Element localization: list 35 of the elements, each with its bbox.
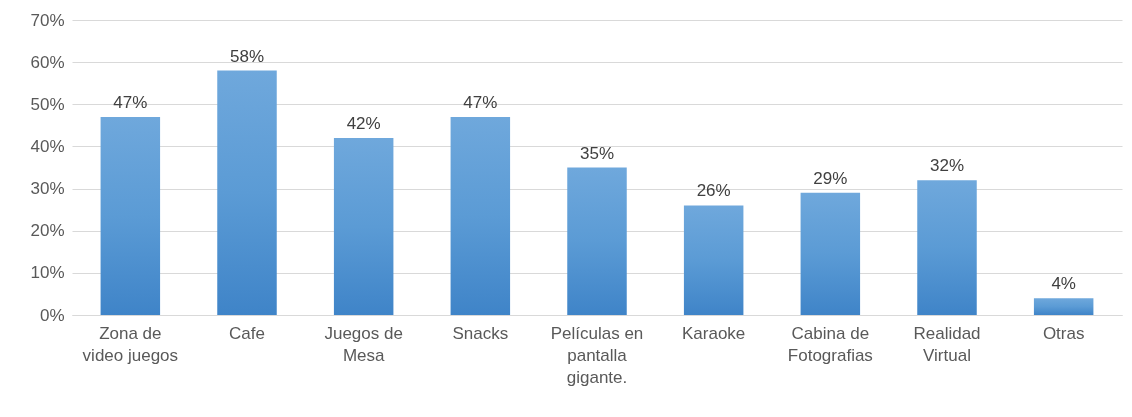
data-label: 29%	[813, 168, 848, 188]
bar	[217, 70, 277, 315]
data-label: 47%	[463, 92, 498, 112]
x-tick-label: Zona de video juegos	[82, 323, 179, 365]
x-tick-label: Otras	[1042, 323, 1085, 343]
x-tick-label: Karaoke	[682, 323, 746, 343]
y-tick-label: 10%	[30, 263, 65, 283]
y-tick-label: 40%	[30, 136, 65, 156]
bar	[333, 138, 394, 315]
y-tick-label: 0%	[39, 305, 65, 325]
bar	[450, 116, 511, 315]
x-tick-label: Cabina de Fotografias	[787, 323, 873, 365]
data-label: 42%	[346, 114, 381, 133]
data-label: 47%	[113, 92, 148, 112]
data-label: 26%	[696, 181, 731, 201]
data-label: 35%	[579, 143, 615, 163]
bar	[100, 116, 161, 315]
y-tick-label: 70%	[30, 10, 65, 30]
x-tick-label: Snacks	[452, 323, 509, 343]
x-tick-label: Realidad Virtual	[913, 323, 981, 365]
x-tick-label: Juegos de Mesa	[324, 323, 403, 365]
data-label: 58%	[229, 46, 265, 66]
bar	[917, 180, 977, 315]
x-tick-label: Películas en pantalla gigante.	[550, 323, 644, 387]
bar	[1033, 298, 1094, 315]
data-label: 4%	[1051, 274, 1076, 294]
bar	[683, 205, 744, 315]
x-tick-label: Cafe	[229, 323, 265, 343]
bar	[800, 192, 861, 315]
y-tick-label: 30%	[30, 179, 65, 199]
y-tick-label: 60%	[30, 52, 65, 72]
y-tick-label: 50%	[30, 94, 65, 114]
bar	[567, 167, 627, 315]
y-tick-label: 20%	[30, 221, 65, 241]
data-label: 32%	[929, 156, 965, 176]
